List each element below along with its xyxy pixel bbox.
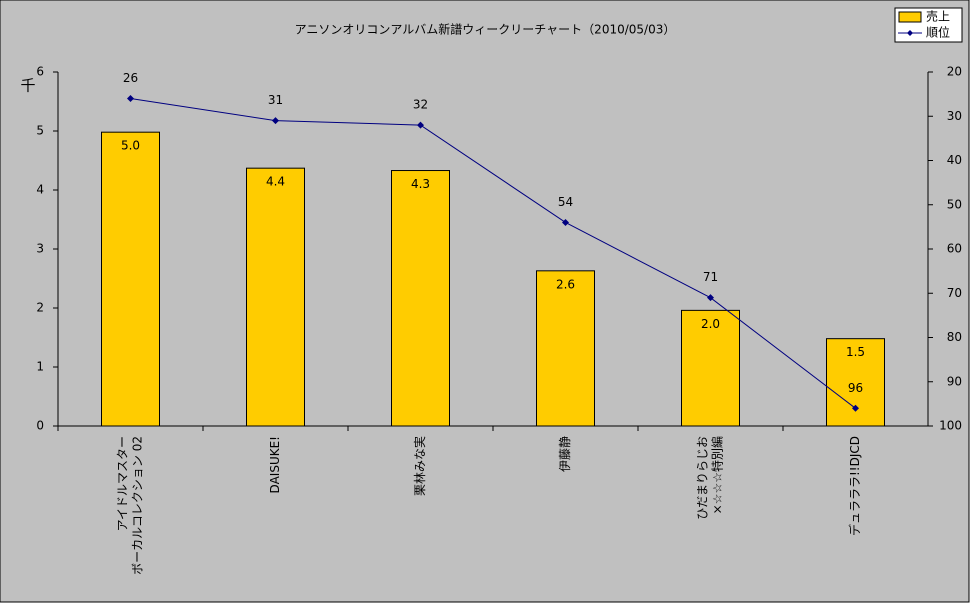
bar: [681, 309, 740, 427]
y2-tick-label: 30: [947, 109, 962, 123]
line-value-label: 54: [558, 195, 573, 209]
x-tick-label: ボーカルコレクション 02: [131, 436, 145, 575]
x-tick-label: ×☆☆☆特別編: [710, 436, 725, 514]
legend-label: 順位: [926, 25, 950, 40]
line: [130, 98, 856, 409]
line-value-label: 31: [268, 93, 283, 107]
line-marker: [417, 121, 424, 129]
y2-tick-label: 20: [947, 65, 962, 79]
chart-title: アニソンオリコンアルバム新譜ウィークリーチャート（2010/05/03）: [295, 22, 676, 37]
y-tick-label: 6: [36, 65, 44, 79]
y-tick-label: 0: [36, 419, 44, 433]
bar: [246, 167, 305, 427]
y2-tick-label: 50: [947, 197, 962, 211]
line-marker: [562, 218, 569, 226]
x-tick-label: 伊藤静: [558, 436, 572, 472]
y-unit-label: 千: [20, 77, 35, 95]
line-marker: [272, 117, 279, 125]
bar: [536, 270, 595, 427]
line-marker: [852, 404, 859, 412]
y-tick-label: 3: [36, 242, 44, 256]
line-value-label: 96: [848, 381, 863, 395]
y2-tick-label: 100: [939, 419, 962, 433]
bar-value-label: 4.4: [266, 175, 285, 189]
y2-tick-label: 80: [947, 330, 962, 344]
bar: [391, 170, 450, 427]
y-tick-label: 4: [36, 183, 44, 197]
y2-tick-label: 60: [947, 242, 962, 256]
bar-value-label: 5.0: [121, 139, 140, 153]
line-value-label: 26: [123, 71, 138, 85]
bar-value-label: 4.3: [411, 177, 430, 191]
bar: [101, 131, 160, 427]
line-value-label: 71: [703, 270, 718, 284]
y2-tick-label: 70: [947, 286, 962, 300]
legend-swatch: [898, 11, 922, 23]
y-tick-label: 1: [36, 360, 44, 374]
legend-marker: [907, 30, 913, 36]
line-marker: [127, 95, 134, 103]
legend-label: 売上: [926, 9, 950, 24]
bar-value-label: 2.0: [701, 317, 720, 331]
y-tick-label: 2: [36, 301, 44, 315]
y-tick-label: 5: [36, 124, 44, 138]
line-value-label: 32: [413, 98, 428, 112]
x-tick-label: アイドルマスター: [116, 436, 130, 531]
x-tick-label: 栗林みな実: [412, 436, 427, 496]
y2-tick-label: 90: [947, 374, 962, 388]
bar-value-label: 1.5: [846, 345, 865, 359]
x-tick-label: DAISUKE!: [268, 436, 282, 493]
line-marker: [707, 294, 714, 302]
bar-value-label: 2.6: [556, 277, 575, 291]
y2-tick-label: 40: [947, 153, 962, 167]
x-tick-label: ひだまりらじお: [696, 436, 710, 520]
x-tick-label: デュラララ!!DJCD: [847, 436, 862, 536]
